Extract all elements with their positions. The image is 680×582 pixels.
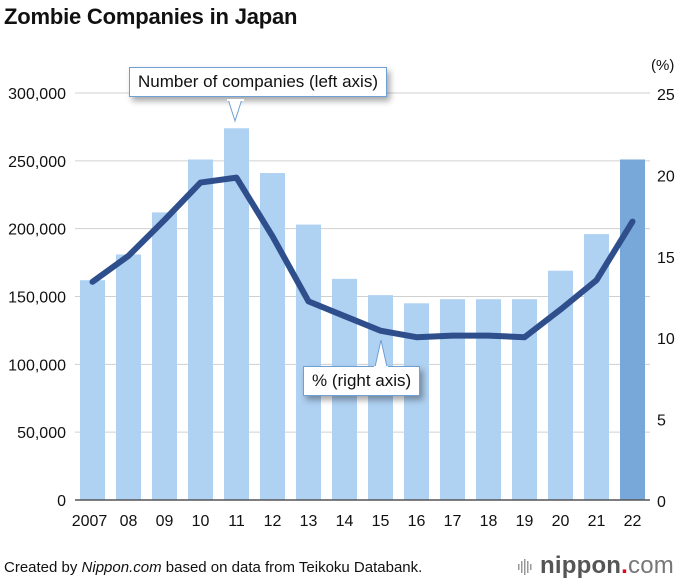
- callout-right-axis-label: % (right axis): [312, 371, 412, 390]
- callout-left-pointer: [227, 99, 244, 123]
- bar-2007: [80, 280, 105, 500]
- x-tick-label: 11: [228, 513, 245, 530]
- source-prefix: Created by: [4, 559, 82, 576]
- chart-title: Zombie Companies in Japan: [4, 4, 298, 29]
- source-suffix: based on data from Teikoku Databank.: [161, 559, 423, 576]
- source-note: Created by Nippon.com based on data from…: [4, 559, 422, 576]
- x-tick-label: 16: [408, 513, 426, 530]
- source-brand: Nippon.com: [81, 559, 162, 576]
- nippon-logo: nippon.com: [518, 552, 674, 580]
- right-axis-unit: (%): [651, 57, 674, 74]
- x-tick-label: 12: [264, 513, 282, 530]
- x-tick-label: 14: [336, 513, 354, 530]
- x-tick-label: 20: [552, 513, 570, 530]
- bar-21: [584, 234, 609, 501]
- x-tick-label: 09: [156, 513, 174, 530]
- callout-left-axis-label: Number of companies (left axis): [138, 72, 378, 91]
- right-tick-label: 20: [657, 168, 675, 185]
- bar-11: [224, 128, 249, 501]
- right-tick-label: 25: [657, 87, 675, 104]
- left-tick-label: 0: [57, 493, 66, 510]
- x-tick-label: 10: [192, 513, 210, 530]
- right-tick-label: 0: [657, 494, 666, 511]
- sound-bars-icon: [518, 558, 532, 575]
- left-tick-label: 100,000: [8, 357, 66, 374]
- callout-right-pointer: [374, 340, 388, 369]
- bar-10: [188, 159, 213, 500]
- bar-09: [152, 212, 177, 501]
- left-tick-label: 250,000: [8, 154, 66, 171]
- x-tick-label: 22: [624, 513, 642, 530]
- bar-22: [620, 159, 645, 500]
- line-series: [89, 174, 636, 341]
- right-tick-label: 5: [657, 413, 666, 430]
- bar-08: [116, 254, 141, 500]
- logo-name: nippon: [540, 552, 622, 579]
- x-tick-label: 08: [120, 513, 138, 530]
- callout-right-axis: % (right axis): [303, 366, 421, 396]
- x-tick-label: 21: [588, 513, 606, 530]
- x-axis-ticks: 2007 08 09 10 11 12 13 14 15 16 17 18 19 20 21 22: [72, 513, 642, 530]
- right-tick-label: 15: [657, 250, 675, 267]
- bar-13: [296, 224, 321, 500]
- x-tick-label: 2007: [72, 513, 108, 530]
- logo-dot: .: [621, 552, 629, 579]
- left-tick-label: 50,000: [17, 425, 66, 442]
- logo-tld: com: [628, 552, 674, 579]
- left-axis-ticks: 0 50,000 100,000 150,000 200,000 250,000 300,0…: [8, 86, 66, 510]
- bar-series: [80, 128, 645, 501]
- bar-17: [440, 299, 465, 500]
- left-tick-label: 300,000: [8, 86, 66, 103]
- x-tick-label: 19: [516, 513, 534, 530]
- x-tick-label: 15: [372, 513, 390, 530]
- x-tick-label: 18: [480, 513, 498, 530]
- x-tick-label: 17: [444, 513, 462, 530]
- left-tick-label: 200,000: [8, 222, 66, 239]
- percent-line: [89, 174, 636, 341]
- left-tick-label: 150,000: [8, 290, 66, 307]
- x-tick-label: 13: [300, 513, 318, 530]
- right-axis-ticks: 0 5 10 15 20 25: [657, 87, 675, 511]
- callout-left-axis: Number of companies (left axis): [129, 67, 387, 97]
- bar-18: [476, 299, 501, 500]
- right-tick-label: 10: [657, 331, 675, 348]
